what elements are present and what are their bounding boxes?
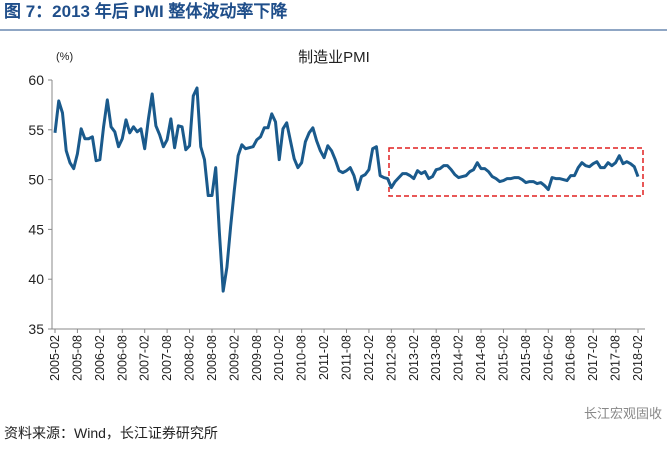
highlight-box [388, 147, 644, 197]
x-tick-label: 2017-08 [609, 335, 623, 381]
x-tick-label: 2018-02 [631, 335, 645, 381]
y-tick-label: 45 [28, 221, 44, 237]
x-tick-label: 2010-02 [272, 335, 286, 381]
y-tick-label: 40 [28, 271, 44, 287]
x-tick-label: 2014-02 [452, 335, 466, 381]
x-tick-label: 2017-02 [586, 335, 600, 381]
x-tick-label: 2008-02 [183, 335, 197, 381]
x-tick-label: 2012-08 [384, 335, 398, 381]
y-tick-label: 60 [28, 72, 44, 88]
x-tick-label: 2011-02 [317, 335, 331, 380]
watermark: 长江宏观固收 [584, 406, 662, 421]
x-tick-label: 2008-08 [205, 335, 219, 381]
x-tick-label: 2007-08 [160, 335, 174, 381]
x-tick-label: 2016-02 [541, 335, 555, 381]
page-title: 图 7：2013 年后 PMI 整体波动率下降 [4, 1, 288, 21]
x-tick-label: 2010-08 [295, 335, 309, 381]
x-tick-label: 2009-08 [250, 335, 264, 381]
y-tick-label: 50 [28, 172, 44, 188]
x-tick-label: 2013-02 [407, 335, 421, 381]
x-tick-label: 2015-08 [519, 335, 533, 381]
x-tick-label: 2007-02 [138, 335, 152, 381]
x-tick-label: 2005-02 [48, 335, 62, 381]
y-tick-label: 55 [28, 122, 44, 138]
x-tick-label: 2016-08 [564, 335, 578, 381]
x-tick-label: 2014-08 [474, 335, 488, 381]
y-tick-label: 35 [28, 321, 44, 337]
x-tick-label: 2006-02 [93, 335, 107, 381]
source: 资料来源：Wind，长江证券研究所 [4, 425, 218, 441]
pmi-line [53, 86, 640, 293]
y-unit: (%) [56, 51, 73, 63]
x-tick-label: 2015-02 [496, 335, 510, 381]
x-tick-label: 2012-02 [362, 335, 376, 381]
chart-title: 制造业PMI [298, 49, 370, 66]
x-tick-label: 2005-08 [70, 335, 84, 381]
x-tick-label: 2009-02 [227, 335, 241, 381]
x-tick-label: 2011-08 [340, 335, 354, 380]
x-tick-label: 2006-08 [115, 335, 129, 381]
x-tick-label: 2013-08 [429, 335, 443, 381]
